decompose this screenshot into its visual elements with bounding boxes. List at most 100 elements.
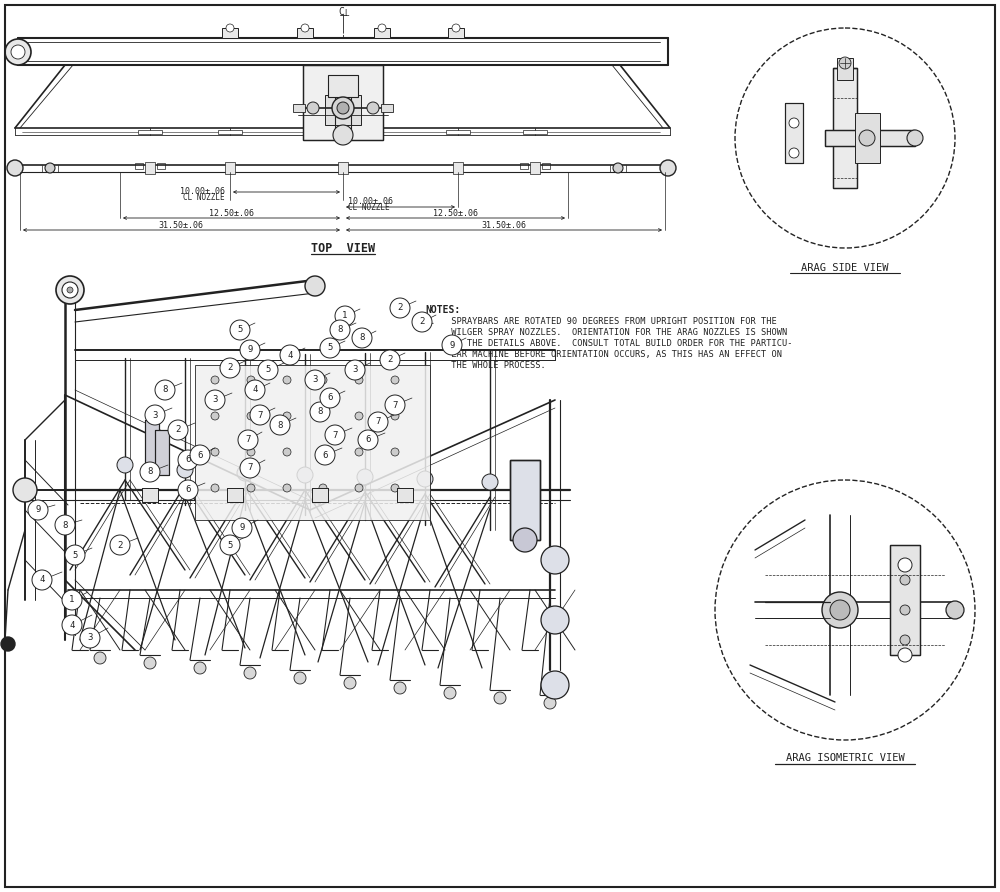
Bar — [446, 130, 470, 134]
Bar — [448, 28, 464, 38]
Circle shape — [270, 415, 290, 435]
Circle shape — [513, 528, 537, 552]
Bar — [142, 488, 158, 502]
Circle shape — [352, 328, 372, 348]
Text: 7: 7 — [392, 401, 398, 409]
Circle shape — [391, 376, 399, 384]
Circle shape — [168, 420, 188, 440]
Text: 8: 8 — [317, 408, 323, 417]
Bar — [510, 460, 540, 540]
Circle shape — [211, 376, 219, 384]
Circle shape — [319, 376, 327, 384]
Text: 12.50±.06: 12.50±.06 — [432, 209, 478, 218]
Text: 10.00±.06: 10.00±.06 — [180, 187, 225, 196]
Bar — [328, 75, 358, 97]
Text: ARAG SIDE VIEW: ARAG SIDE VIEW — [801, 263, 889, 273]
Bar — [227, 488, 243, 502]
Circle shape — [67, 287, 73, 293]
Circle shape — [62, 590, 82, 610]
Text: 2: 2 — [387, 356, 393, 365]
Text: 9: 9 — [247, 345, 253, 354]
Text: 5: 5 — [327, 343, 333, 352]
Circle shape — [357, 469, 373, 485]
Circle shape — [283, 376, 291, 384]
Text: 8: 8 — [162, 385, 168, 394]
Text: 6: 6 — [197, 450, 203, 459]
Circle shape — [541, 671, 569, 699]
Bar — [374, 28, 390, 38]
Circle shape — [394, 682, 406, 694]
Circle shape — [839, 57, 851, 69]
Circle shape — [368, 412, 388, 432]
Circle shape — [45, 163, 55, 173]
Circle shape — [494, 692, 506, 704]
Text: 1: 1 — [69, 596, 75, 605]
Bar — [297, 28, 313, 38]
Circle shape — [283, 484, 291, 492]
Circle shape — [367, 102, 379, 114]
Circle shape — [900, 605, 910, 615]
Circle shape — [307, 102, 319, 114]
Circle shape — [305, 370, 325, 390]
Circle shape — [247, 376, 255, 384]
Circle shape — [898, 648, 912, 662]
Circle shape — [178, 450, 198, 470]
Circle shape — [319, 448, 327, 456]
Bar — [155, 430, 169, 475]
Circle shape — [789, 148, 799, 158]
Text: 1: 1 — [342, 311, 348, 320]
Circle shape — [65, 545, 85, 565]
Text: 4: 4 — [252, 385, 258, 394]
Circle shape — [544, 697, 556, 709]
Circle shape — [178, 480, 198, 500]
Text: 2: 2 — [397, 303, 403, 312]
Circle shape — [280, 345, 300, 365]
Text: TOP  VIEW: TOP VIEW — [311, 242, 375, 254]
Bar — [397, 488, 413, 502]
Circle shape — [55, 515, 75, 535]
Circle shape — [205, 390, 225, 410]
Bar — [303, 65, 383, 140]
Circle shape — [294, 672, 306, 684]
Circle shape — [244, 667, 256, 679]
Bar — [145, 420, 159, 465]
Bar — [338, 162, 348, 174]
Bar — [397, 488, 413, 502]
Text: 6: 6 — [327, 393, 333, 402]
Text: 5: 5 — [72, 550, 78, 559]
Circle shape — [220, 535, 240, 555]
Circle shape — [789, 118, 799, 128]
Circle shape — [320, 338, 340, 358]
Text: L: L — [345, 10, 349, 19]
Circle shape — [245, 380, 265, 400]
Circle shape — [230, 320, 250, 340]
Text: 2: 2 — [117, 541, 123, 549]
Bar — [381, 104, 393, 112]
Bar — [145, 162, 155, 174]
Text: 6: 6 — [185, 456, 191, 465]
Bar — [135, 163, 143, 169]
Text: 4: 4 — [69, 621, 75, 630]
Text: 6: 6 — [365, 435, 371, 444]
Bar — [155, 430, 169, 475]
Text: 7: 7 — [245, 435, 251, 444]
Text: 7: 7 — [375, 417, 381, 426]
Circle shape — [32, 570, 52, 590]
Circle shape — [541, 546, 569, 574]
Circle shape — [946, 601, 964, 619]
Circle shape — [110, 535, 130, 555]
Circle shape — [333, 125, 353, 145]
Bar — [785, 103, 803, 163]
Circle shape — [310, 402, 330, 422]
Circle shape — [226, 24, 234, 32]
Circle shape — [330, 320, 350, 340]
Circle shape — [390, 298, 410, 318]
Circle shape — [337, 102, 349, 114]
Circle shape — [62, 615, 82, 635]
Bar — [145, 420, 159, 465]
Text: 5: 5 — [227, 541, 233, 549]
Circle shape — [355, 376, 363, 384]
Circle shape — [355, 412, 363, 420]
Circle shape — [385, 395, 405, 415]
Circle shape — [541, 606, 569, 634]
